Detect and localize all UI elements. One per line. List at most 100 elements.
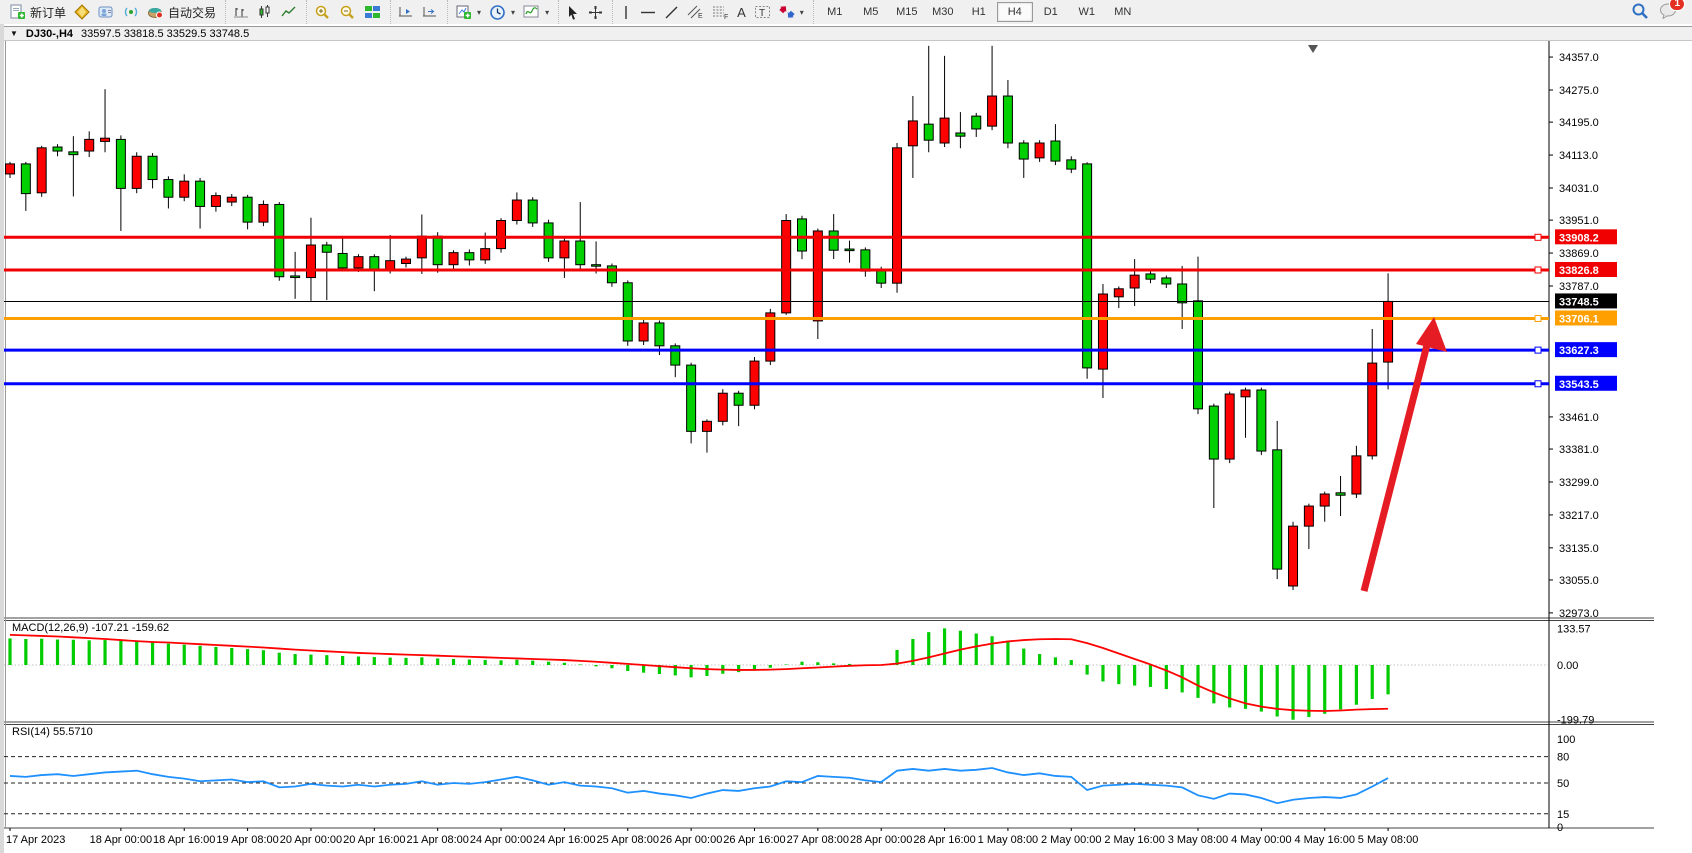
candle-body xyxy=(622,282,633,342)
timeframe-button-D1[interactable]: D1 xyxy=(1043,6,1058,18)
hline-handle[interactable] xyxy=(1534,314,1542,322)
horizontal-line-button[interactable] xyxy=(636,2,660,22)
trendline-icon xyxy=(665,6,678,18)
collapse-triangle-icon[interactable]: ▼ xyxy=(10,29,18,38)
candle-body xyxy=(226,196,237,203)
text-label-button[interactable]: T xyxy=(750,2,775,22)
candle-body xyxy=(1272,449,1283,570)
text-button[interactable]: A xyxy=(733,2,750,22)
new-order-icon xyxy=(10,4,25,19)
candlestick-chart-icon xyxy=(259,5,270,18)
candle-body xyxy=(1224,393,1235,460)
time-tick-label: 26 Apr 00:00 xyxy=(660,834,722,846)
vertical-line-button[interactable] xyxy=(616,2,636,22)
timeframe-button-M15[interactable]: M15 xyxy=(896,6,918,18)
toolbar-right: 1 xyxy=(1631,0,1692,23)
candle-body xyxy=(258,203,269,223)
arrows-caret-icon: ▾ xyxy=(799,7,804,17)
toolbar-group-cursor xyxy=(558,0,610,24)
market-watch-button[interactable] xyxy=(70,2,94,22)
timeframe-button-W1[interactable]: W1 xyxy=(1078,6,1096,18)
timeframe-button-M5[interactable]: M5 xyxy=(863,6,879,18)
price-tag-text: 33706.1 xyxy=(1559,313,1599,325)
zoom-in-button[interactable] xyxy=(310,2,335,22)
bar-chart-button[interactable] xyxy=(229,2,253,22)
timeframe-button-M30[interactable]: M30 xyxy=(932,6,954,18)
auto-trading-button[interactable]: 自动交易 xyxy=(143,2,220,22)
search-button[interactable] xyxy=(1631,2,1649,23)
price-tick-label: 33951.0 xyxy=(1559,215,1599,227)
tile-windows-button[interactable] xyxy=(360,2,385,22)
candle-body xyxy=(464,252,475,261)
candle-body xyxy=(163,179,174,198)
toolbar-group-trade: 新订单 自动交易 xyxy=(2,0,223,24)
crosshair-button[interactable] xyxy=(584,2,607,22)
timeframe-button-H1[interactable]: H1 xyxy=(971,6,986,18)
line-chart-button[interactable] xyxy=(277,2,301,22)
chart-title-bar[interactable]: ▼ DJ30-,H4 33597.5 33818.5 33529.5 33748… xyxy=(4,26,1692,41)
candle-body xyxy=(242,196,253,223)
candle-body xyxy=(971,115,982,130)
candle-body xyxy=(416,235,427,259)
candle-body xyxy=(1319,493,1330,507)
period-button[interactable]: ▾ xyxy=(485,2,519,22)
rsi-axis-label: 0 xyxy=(1557,822,1563,834)
red-up-arrow[interactable] xyxy=(1360,340,1432,592)
candle-body xyxy=(1097,293,1108,370)
candle-body xyxy=(179,180,190,198)
candle-body xyxy=(1288,525,1299,587)
time-axis: 17 Apr 2023 18 Apr 00:00 18 Apr 16:00 19 Ap… xyxy=(6,828,1418,846)
fibonacci-button[interactable]: F xyxy=(708,2,733,22)
candle-body xyxy=(638,322,649,342)
hline-handle[interactable] xyxy=(1534,346,1542,354)
text-tool-icon: A xyxy=(737,4,746,20)
candle-body xyxy=(701,420,712,432)
price-tick-label: 34195.0 xyxy=(1559,117,1599,129)
macd-signal-line xyxy=(9,633,1389,712)
time-tick-label: 5 May 08:00 xyxy=(1358,834,1419,846)
candle-body xyxy=(448,252,459,266)
rsi-axis-label: 80 xyxy=(1557,752,1569,764)
price-tag-text: 33908.2 xyxy=(1559,232,1599,244)
time-tick-label: 17 Apr 2023 xyxy=(6,834,65,846)
zoom-out-button[interactable] xyxy=(335,2,360,22)
indicators-button[interactable]: ▾ xyxy=(519,2,553,22)
data-window-button[interactable] xyxy=(94,2,119,22)
candle-body xyxy=(812,230,823,322)
timeframe-button-M1[interactable]: M1 xyxy=(827,6,843,18)
price-tick-label: 33299.0 xyxy=(1559,477,1599,489)
chart-shift-button[interactable] xyxy=(418,2,442,22)
candle-body xyxy=(369,256,380,271)
notifications-button[interactable]: 1 xyxy=(1659,0,1685,22)
candle-body xyxy=(1082,163,1093,369)
candle-body xyxy=(1145,273,1156,280)
toolbar-group-zoom xyxy=(306,0,388,24)
auto-scroll-button[interactable] xyxy=(394,2,418,22)
price-tag-33748.5 xyxy=(1555,293,1617,309)
time-tick-label: 2 May 00:00 xyxy=(1041,834,1102,846)
candle-chart-button[interactable] xyxy=(253,2,277,22)
chart-canvas[interactable]: MACD(12,26,9) -107.21 -159.62 RSI(14) 55.… xyxy=(4,41,1692,853)
candle-body xyxy=(480,248,491,261)
candle-body xyxy=(797,218,807,252)
signals-button[interactable] xyxy=(119,2,143,22)
hline-handle[interactable] xyxy=(1534,380,1542,388)
hline-handle[interactable] xyxy=(1534,233,1542,241)
arrows-button[interactable]: ▾ xyxy=(775,2,808,22)
profile-icon xyxy=(98,6,113,18)
new-order-button[interactable]: 新订单 xyxy=(5,2,70,22)
candle-body xyxy=(1240,389,1251,398)
rsi-axis-label: 50 xyxy=(1557,778,1569,790)
timeframe-button-H4[interactable]: H4 xyxy=(996,2,1033,22)
tile-windows-icon xyxy=(365,6,381,18)
trendline-button[interactable] xyxy=(660,2,683,22)
hline-handle[interactable] xyxy=(1534,266,1542,274)
cursor-button[interactable] xyxy=(562,2,584,22)
timeframe-button-MN[interactable]: MN xyxy=(1114,6,1132,18)
candle-body xyxy=(892,147,903,284)
channel-button[interactable]: E xyxy=(683,2,708,22)
price-tick-label: 33461.0 xyxy=(1559,412,1599,424)
red-up-arrow-head[interactable] xyxy=(1416,317,1447,352)
price-tick-label: 33055.0 xyxy=(1559,575,1599,587)
new-chart-button[interactable]: ▾ xyxy=(451,2,485,22)
